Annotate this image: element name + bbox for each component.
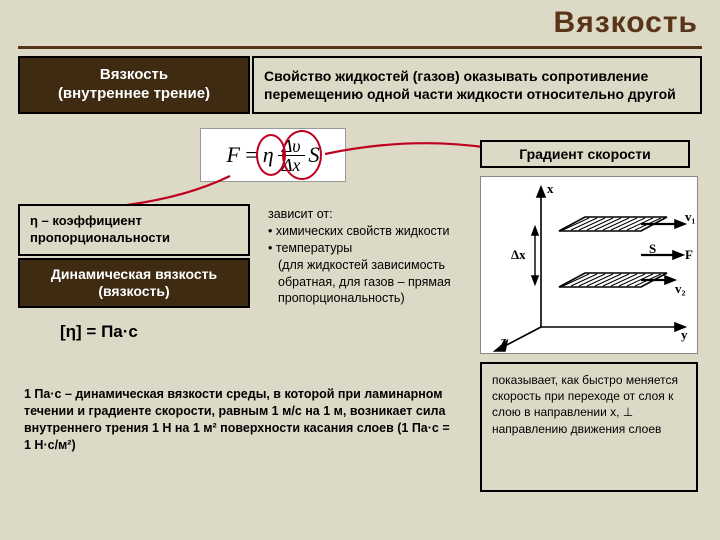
axis-y: y	[681, 327, 688, 342]
coef-box: η – коэффициент пропорциональности	[18, 204, 250, 256]
lbl-F: F	[685, 247, 693, 262]
axes-diagram: x y z v₁ v₂ F S Δx	[480, 176, 698, 354]
diagram-svg: x y z v₁ v₂ F S Δx	[481, 177, 699, 355]
unit-label: [η] = Па·с	[60, 322, 138, 342]
definition-text: Свойство жидкостей (газов) оказывать соп…	[264, 67, 690, 103]
lbl-v2: v₂	[675, 281, 686, 296]
axis-x: x	[547, 181, 554, 196]
depends-list: химических свойств жидкости температуры	[268, 223, 468, 257]
arrow-grad	[320, 126, 500, 166]
lbl-dx: Δx	[511, 247, 526, 262]
explain-box: показывает, как быстро меняется скорость…	[480, 362, 698, 492]
formula: F = η Δυ Δx S	[200, 128, 346, 182]
definition-box: Свойство жидкостей (газов) оказывать соп…	[252, 56, 702, 114]
depends-item: температуры	[268, 240, 468, 257]
lbl-v1: v₁	[685, 209, 696, 224]
lbl-S: S	[649, 241, 656, 256]
bottom-note: 1 Па·с – динамическая вязкости среды, в …	[24, 386, 454, 454]
gradient-text: Градиент скорости	[519, 146, 651, 162]
axis-z: z	[501, 333, 507, 348]
depends-intro: зависит от:	[268, 206, 468, 223]
formula-lhs: F	[226, 142, 239, 168]
ring-frac	[282, 130, 322, 180]
gradient-label: Градиент скорости	[480, 140, 690, 168]
term-box: Вязкость (внутреннее трение)	[18, 56, 250, 114]
dyn-viscosity-box: Динамическая вязкость (вязкость)	[18, 258, 250, 308]
depends-note: (для жидкостей зависимость обратная, для…	[278, 257, 468, 308]
depends-block: зависит от: химических свойств жидкости …	[268, 206, 468, 307]
depends-item: химических свойств жидкости	[268, 223, 468, 240]
coef-text: η – коэффициент пропорциональности	[30, 213, 238, 247]
term-text: Вязкость (внутреннее трение)	[58, 66, 210, 104]
explain-text: показывает, как быстро меняется скорость…	[492, 373, 678, 436]
page-title: Вязкость	[554, 6, 698, 40]
title-rule	[18, 46, 702, 49]
dyn-text: Динамическая вязкость (вязкость)	[51, 266, 217, 300]
